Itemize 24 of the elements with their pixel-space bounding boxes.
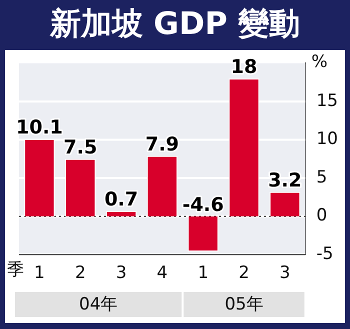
- y-tick-label: 5: [316, 167, 328, 188]
- y-tick-label: 0: [316, 206, 328, 226]
- data-label: 7.9: [145, 133, 180, 156]
- data-label: 3.2: [268, 169, 302, 192]
- y-tick-label: -5: [316, 244, 334, 264]
- data-label: 10.1: [16, 116, 63, 138]
- text: 05年: [224, 294, 264, 314]
- x-tick-label: 4: [156, 263, 168, 284]
- data-label: -4.6: [182, 194, 224, 216]
- x-tick-label: 1: [34, 263, 45, 284]
- x-tick-label: 2: [238, 263, 250, 284]
- y-axis-title: %: [311, 52, 328, 72]
- x-tick-label: 3: [116, 263, 127, 284]
- data-label: 0.7: [104, 188, 138, 210]
- chart-title: 新加坡 GDP 變動: [48, 5, 302, 44]
- x-tick-label: 2: [74, 263, 86, 284]
- x-tick-label: 3: [280, 263, 290, 284]
- text: 04年: [79, 294, 118, 314]
- y-tick-label: 15: [316, 90, 338, 111]
- data-label: 7.5: [64, 136, 98, 158]
- x-axis-title: 季: [7, 260, 24, 280]
- y-tick-label: 10: [316, 129, 338, 150]
- data-label: 18: [230, 56, 258, 78]
- x-tick-label: 1: [198, 263, 209, 284]
